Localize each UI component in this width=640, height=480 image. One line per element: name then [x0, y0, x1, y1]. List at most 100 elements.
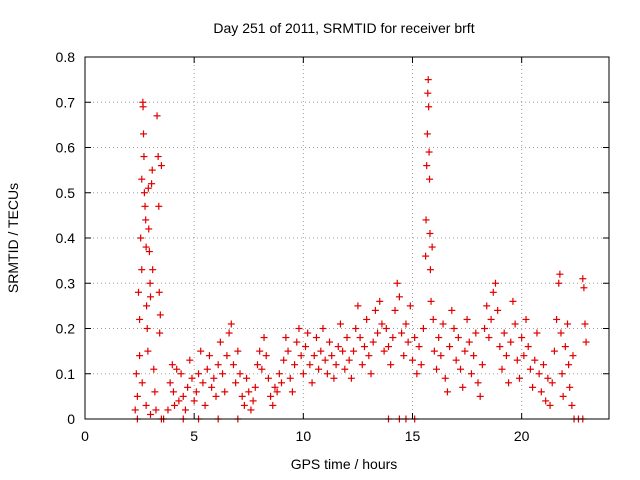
data-point-marker [559, 392, 567, 400]
data-point-marker [369, 338, 377, 346]
data-point-marker [548, 379, 556, 387]
data-point-marker [395, 293, 403, 301]
data-point-marker [136, 352, 144, 360]
data-point-marker [240, 401, 248, 409]
data-point-marker [481, 325, 489, 332]
data-point-marker [169, 388, 177, 396]
data-point-marker [267, 392, 275, 400]
data-point-marker [238, 392, 246, 400]
data-point-marker [535, 370, 543, 378]
data-point-marker [540, 361, 547, 369]
data-point-marker [249, 397, 257, 405]
y-tick-label: 0.2 [56, 321, 76, 337]
data-point-marker [505, 379, 513, 387]
data-point-marker [319, 325, 327, 332]
data-point-marker [273, 388, 281, 396]
data-point-marker [144, 184, 152, 192]
data-point-marker [428, 243, 436, 251]
data-point-marker [457, 365, 465, 373]
x-tick-label: 0 [81, 428, 89, 444]
data-point-marker [134, 288, 142, 296]
data-point-marker [148, 166, 156, 174]
data-point-marker [251, 383, 259, 391]
data-point-marker [308, 379, 316, 387]
data-point-marker [345, 356, 353, 364]
data-point-marker [564, 320, 572, 328]
data-point-marker [323, 370, 331, 378]
data-point-marker [317, 347, 325, 355]
data-point-marker [150, 365, 158, 373]
data-point-marker [210, 374, 218, 382]
data-point-marker [565, 361, 573, 369]
plot-frame [84, 56, 610, 420]
data-point-marker [195, 370, 203, 378]
data-point-marker [132, 370, 140, 378]
data-point-marker [139, 103, 147, 111]
data-point-marker [181, 406, 189, 414]
data-point-marker [350, 347, 358, 355]
data-point-marker [234, 347, 242, 355]
data-point-marker [511, 320, 519, 328]
data-point-marker [360, 343, 368, 351]
data-point-marker [179, 392, 187, 400]
data-point-marker [168, 361, 176, 369]
data-point-marker [430, 347, 438, 355]
data-point-marker [422, 252, 430, 260]
data-point-marker [561, 343, 569, 351]
data-point-marker [142, 401, 150, 409]
data-point-marker [304, 329, 312, 337]
data-point-marker [171, 401, 179, 409]
data-point-marker [406, 302, 414, 310]
data-point-marker [164, 406, 172, 414]
y-tick-label: 0.4 [56, 230, 76, 246]
data-point-marker [269, 401, 277, 409]
data-point-marker [153, 112, 161, 120]
data-point-marker [423, 130, 431, 138]
data-point-marker [221, 388, 229, 396]
chart-title: Day 251 of 2011, SRMTID for receiver brf… [213, 20, 474, 36]
data-point-marker [376, 297, 384, 305]
data-point-marker [291, 361, 299, 369]
data-point-marker [275, 370, 283, 378]
data-point-marker [203, 365, 211, 373]
data-point-marker [133, 392, 141, 400]
data-point-marker [149, 266, 157, 274]
data-point-marker [155, 288, 163, 296]
data-point-marker [557, 329, 565, 337]
data-point-marker [157, 162, 165, 170]
data-point-marker [256, 347, 264, 355]
data-point-marker [339, 347, 347, 355]
data-point-marker [352, 325, 360, 332]
y-axis-title: SRMTID / TECUs [5, 183, 21, 293]
data-point-marker [367, 370, 375, 378]
axis-ticks: 0 5 10 15 20 0 0.1 0.2 0.3 0.4 0.5 0.6 0.7 0.8 [56, 49, 609, 444]
data-point-marker [496, 343, 504, 351]
data-point-marker [425, 148, 433, 156]
data-point-marker [243, 374, 251, 382]
y-tick-label: 0 [67, 411, 75, 427]
data-point-marker [284, 347, 292, 355]
data-point-marker [186, 356, 194, 364]
data-point-marker [145, 248, 153, 256]
data-point-marker [400, 352, 408, 360]
data-point-marker [315, 365, 323, 373]
data-point-marker [424, 76, 432, 84]
data-point-marker [358, 361, 366, 369]
data-point-marker [147, 410, 154, 418]
data-point-marker [336, 320, 344, 328]
data-point-marker [380, 347, 388, 355]
data-point-marker [155, 202, 163, 210]
data-point-marker [387, 361, 395, 369]
data-point-marker [310, 352, 318, 360]
data-point-marker [253, 361, 261, 369]
data-point-marker [225, 329, 233, 337]
data-point-marker [299, 370, 307, 378]
data-point-marker [579, 275, 587, 283]
data-point-marker [526, 365, 534, 373]
data-point-marker [356, 334, 364, 342]
data-point-marker [518, 334, 526, 342]
data-point-marker [141, 202, 149, 210]
data-point-marker [288, 388, 296, 396]
data-point-marker [546, 401, 554, 409]
data-point-marker [500, 329, 508, 337]
